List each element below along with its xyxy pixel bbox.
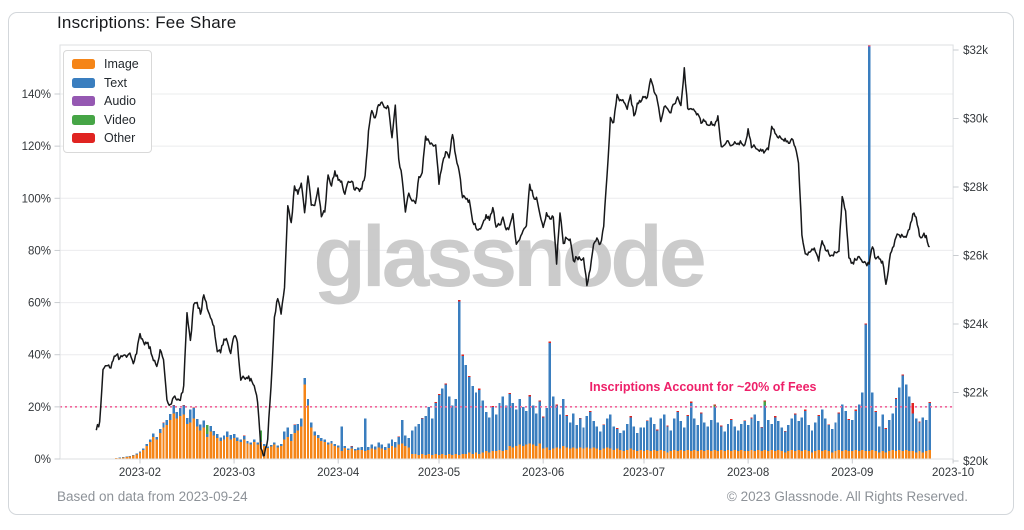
legend-item-video[interactable]: Video [72,112,139,127]
legend-label: Video [104,112,136,127]
svg-text:2023-05: 2023-05 [418,467,460,479]
footer-source: Based on data from 2023-09-24 [57,489,248,504]
svg-text:$26k: $26k [963,251,988,263]
annotation-text: Inscriptions Account for ~20% of Fees [589,380,817,394]
svg-text:2023-04: 2023-04 [317,467,360,479]
legend-item-image[interactable]: Image [72,58,139,71]
legend-label: Image [104,57,139,71]
legend: Image Text Audio Video Other [63,50,152,153]
svg-text:2023-10: 2023-10 [932,467,974,479]
svg-text:120%: 120% [22,141,51,153]
y-axis-left: 0% 20% 40% 60% 80% 100% 120% 140% [22,89,60,466]
svg-text:0%: 0% [34,454,51,466]
legend-item-audio[interactable]: Audio [72,95,139,108]
svg-text:$22k: $22k [963,388,988,400]
svg-text:140%: 140% [22,89,51,101]
svg-text:2023-02: 2023-02 [119,467,161,479]
plot-border [59,44,954,460]
svg-text:40%: 40% [28,350,51,362]
legend-item-other[interactable]: Other [72,132,139,145]
svg-text:$24k: $24k [963,319,988,331]
legend-label: Text [104,75,127,90]
svg-text:2023-06: 2023-06 [522,467,564,479]
gridlines [60,93,954,408]
svg-text:60%: 60% [28,298,51,310]
svg-text:$20k: $20k [963,456,988,468]
legend-swatch-image [72,59,95,70]
chart-title: Inscriptions: Fee Share [57,13,237,32]
legend-swatch-other [72,133,95,144]
svg-text:80%: 80% [28,245,51,257]
svg-text:$28k: $28k [963,182,988,194]
legend-swatch-video [72,114,95,125]
svg-text:2023-08: 2023-08 [727,467,769,479]
svg-text:$32k: $32k [963,45,988,57]
x-axis: 2023-02 2023-03 2023-04 2023-05 2023-06 2023-… [119,459,974,479]
price-line [95,67,931,457]
legend-label: Audio [104,94,136,108]
y-axis-right: $20k $22k $24k $26k $28k $30k $32k [953,45,988,468]
legend-item-text[interactable]: Text [72,75,139,90]
footer-copyright: © 2023 Glassnode. All Rights Reserved. [726,489,968,504]
legend-swatch-text [72,77,95,88]
svg-text:20%: 20% [28,402,51,414]
svg-text:2023-07: 2023-07 [623,467,665,479]
svg-text:$30k: $30k [963,114,988,126]
svg-text:2023-03: 2023-03 [213,467,255,479]
svg-text:2023-09: 2023-09 [831,467,873,479]
svg-text:100%: 100% [22,193,51,205]
glassnode-watermark: glassnode [313,209,704,305]
legend-swatch-audio [72,96,95,107]
legend-label: Other [104,131,136,145]
stacked-bars [115,45,931,459]
